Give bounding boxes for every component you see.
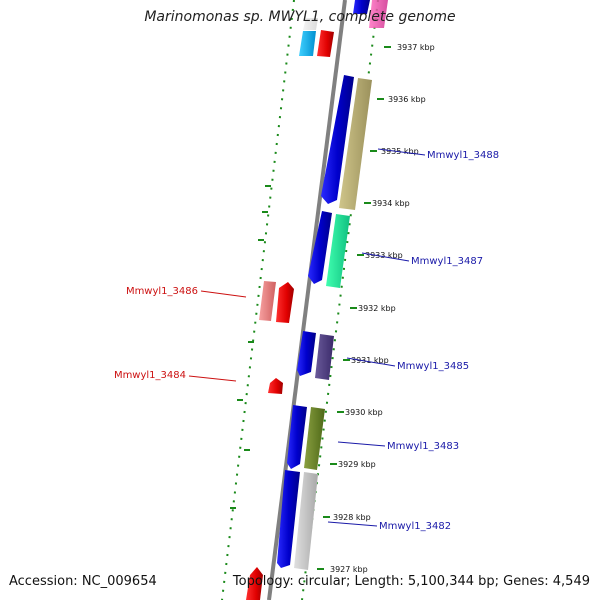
tick-label-3934: 3934 kbp <box>372 199 410 208</box>
gene-forward[interactable] <box>303 18 318 30</box>
gene-label-3482[interactable]: Mmwyl1_3482 <box>379 521 451 532</box>
tick-label-3932: 3932 kbp <box>358 304 396 313</box>
inner-ring-dots <box>221 0 295 600</box>
tick-label-3927: 3927 kbp <box>330 565 368 574</box>
gene-label-3486[interactable]: Mmwyl1_3486 <box>126 286 198 297</box>
tick-marks <box>317 46 391 570</box>
tick-label-3928: 3928 kbp <box>333 513 371 522</box>
gene-forward[interactable] <box>317 30 334 57</box>
label-leaders <box>188 148 426 527</box>
tick-label-3929: 3929 kbp <box>338 460 376 469</box>
tick-label-3933: 3933 kbp <box>365 251 403 260</box>
gene-forward[interactable] <box>315 334 334 380</box>
tick-label-3937: 3937 kbp <box>397 43 435 52</box>
gene-forward[interactable] <box>326 214 350 288</box>
topology-text: Topology: circular; Length: 5,100,344 bp… <box>232 574 590 589</box>
gene-forward[interactable] <box>277 470 300 568</box>
gc-dashes <box>230 185 271 509</box>
gene-label-3485[interactable]: Mmwyl1_3485 <box>397 361 469 372</box>
gene-label-3488[interactable]: Mmwyl1_3488 <box>427 150 499 161</box>
gene-forward[interactable] <box>353 0 370 14</box>
gene-forward[interactable] <box>339 78 372 210</box>
tick-label-3936: 3936 kbp <box>388 95 426 104</box>
accession-text: Accession: NC_009654 <box>9 574 157 589</box>
gene-forward[interactable] <box>304 407 325 470</box>
genome-backbone <box>267 0 347 600</box>
gene-label-3487[interactable]: Mmwyl1_3487 <box>411 256 483 267</box>
gene-reverse[interactable] <box>259 281 276 321</box>
reverse-strand-track <box>246 281 294 600</box>
forward-strand-track <box>277 0 388 570</box>
gene-forward[interactable] <box>294 472 318 570</box>
gene-reverse[interactable] <box>246 567 263 600</box>
gene-label-3483[interactable]: Mmwyl1_3483 <box>387 441 459 452</box>
tick-label-3930: 3930 kbp <box>345 408 383 417</box>
gene-forward[interactable] <box>287 405 307 469</box>
gene-forward[interactable] <box>321 75 354 204</box>
tick-label-3931: 3931 kbp <box>351 356 389 365</box>
map-title: Marinomonas sp. MWYL1, complete genome <box>144 9 456 25</box>
gene-forward[interactable] <box>297 331 316 376</box>
gene-forward[interactable] <box>308 211 332 284</box>
gene-forward[interactable] <box>299 31 316 56</box>
gene-reverse[interactable] <box>268 378 283 394</box>
gene-label-3484[interactable]: Mmwyl1_3484 <box>114 370 186 381</box>
gene-forward[interactable] <box>369 0 388 28</box>
gene-reverse[interactable] <box>276 282 294 323</box>
